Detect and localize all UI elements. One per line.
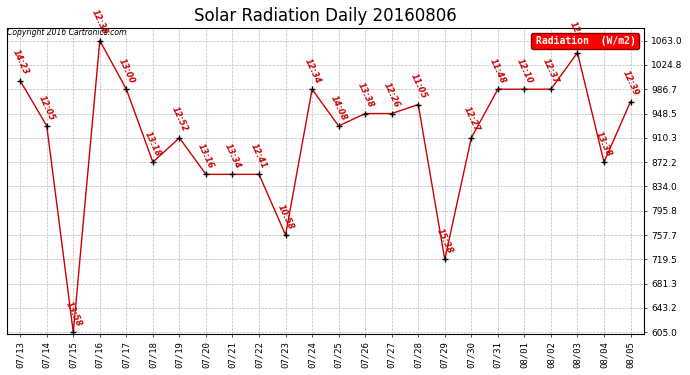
Text: 12:27: 12:27 [462, 105, 481, 134]
Text: 13:38: 13:38 [355, 81, 375, 110]
Text: 13:16: 13:16 [196, 142, 216, 170]
Text: 12:37: 12:37 [541, 57, 561, 85]
Text: 13:00: 13:00 [117, 57, 136, 85]
Text: Copyright 2016 Cartronics.com: Copyright 2016 Cartronics.com [7, 28, 126, 37]
Title: Solar Radiation Daily 20160806: Solar Radiation Daily 20160806 [194, 7, 457, 25]
Text: 13:38: 13:38 [594, 130, 613, 158]
Text: 12:26: 12:26 [382, 81, 402, 110]
Text: 12:39: 12:39 [621, 69, 640, 98]
Text: 13:58: 13:58 [63, 300, 83, 328]
Text: 13:34: 13:34 [223, 142, 242, 170]
Text: 11:05: 11:05 [408, 72, 428, 100]
Text: 12:38: 12:38 [90, 8, 110, 36]
Text: 12:52: 12:52 [170, 105, 189, 134]
Text: 11:48: 11:48 [488, 57, 508, 85]
Text: 12:10: 12:10 [515, 57, 534, 85]
Text: 14:23: 14:23 [10, 48, 30, 76]
Text: 12:41: 12:41 [249, 142, 269, 170]
Text: 10:58: 10:58 [276, 203, 295, 231]
Legend: Radiation  (W/m2): Radiation (W/m2) [531, 33, 639, 49]
Text: 12:57: 12:57 [568, 20, 587, 48]
Text: 14:08: 14:08 [329, 94, 348, 122]
Text: 15:38: 15:38 [435, 227, 455, 255]
Text: 12:05: 12:05 [37, 94, 57, 122]
Text: 13:18: 13:18 [143, 130, 163, 158]
Text: 12:34: 12:34 [302, 57, 322, 85]
